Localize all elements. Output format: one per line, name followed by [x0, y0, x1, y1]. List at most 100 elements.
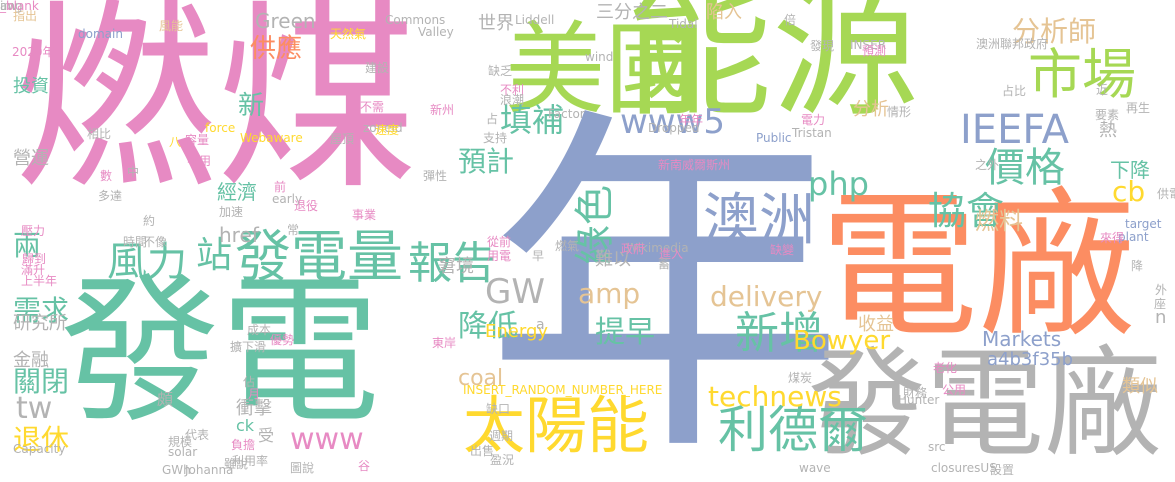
cloud-word: 圖說 — [290, 461, 315, 475]
cloud-word: Tidal — [669, 17, 698, 31]
cloud-word: 分析師 — [1012, 15, 1097, 48]
cloud-word: 再生 — [1126, 101, 1151, 115]
cloud-word: 利德爾 — [718, 401, 868, 459]
cloud-word: 缺口 — [486, 402, 511, 416]
cloud-word: target — [1125, 217, 1162, 231]
cloud-word: delivery — [710, 280, 823, 313]
cloud-word: 經濟 — [217, 180, 257, 204]
cloud-word: INSER — [850, 38, 887, 52]
cloud-word: domain — [78, 27, 123, 41]
cloud-word: Capacity — [13, 442, 66, 456]
cloud-word: 月 — [248, 387, 261, 401]
cloud-word: 雖說 — [224, 457, 249, 471]
cloud-word: Tristan — [792, 126, 832, 140]
cloud-word: 預計 — [458, 145, 515, 178]
cloud-word: 下降 — [1110, 158, 1150, 182]
cloud-word: 難以 — [595, 249, 631, 270]
cloud-word: Bowyer — [793, 326, 891, 356]
cloud-word: 提早 — [595, 315, 655, 350]
cloud-word: 頗 — [157, 390, 174, 409]
cloud-word: 燃煤 — [14, 0, 418, 217]
cloud-word: 不像 — [143, 235, 168, 249]
cloud-word: 太陽能 — [463, 389, 650, 462]
cloud-word: 容量 — [185, 133, 210, 147]
cloud-word: 相比 — [87, 127, 112, 141]
cloud-word: 需求 — [13, 294, 70, 327]
cloud-word: 座 — [1154, 297, 1167, 311]
cloud-word: 新州 — [430, 103, 455, 117]
cloud-word: src — [928, 440, 946, 454]
cloud-word: img — [0, 0, 23, 13]
cloud-word: 降低 — [458, 309, 518, 344]
cloud-word: 研究所 — [13, 313, 67, 334]
cloud-word: 類似 — [1122, 376, 1158, 397]
cloud-word: INSERT_RANDOM_NUMBER_HERE — [463, 383, 663, 397]
cloud-word: 協會 — [928, 189, 1005, 233]
cloud-word: coal — [458, 366, 504, 391]
cloud-word: 外 — [1155, 283, 1168, 297]
cloud-word: Wikimedia — [626, 241, 689, 255]
cloud-word: 占比 — [1002, 84, 1027, 98]
cloud-word: aw — [0, 0, 18, 13]
cloud-word: 燃料 — [975, 207, 1023, 235]
cloud-word: force — [205, 121, 236, 135]
cloud-word: Factor — [548, 107, 585, 121]
cloud-word: 投資 — [13, 76, 49, 97]
cloud-word: 風能 — [159, 19, 184, 33]
cloud-word: 倍 — [784, 13, 797, 27]
cloud-word: 八 — [169, 135, 182, 149]
cloud-word: 缺變 — [770, 243, 795, 257]
cloud-word: 金融 — [13, 350, 49, 371]
cloud-word: 滿升 — [21, 263, 46, 277]
cloud-word: 負擔 — [231, 438, 256, 452]
cloud-word: 用電 — [487, 249, 512, 263]
cloud-word: 歸到 — [22, 252, 47, 266]
cloud-word: 供電 — [1157, 187, 1175, 201]
cloud-word: 發現 — [810, 39, 835, 53]
cloud-word: Liddell — [515, 13, 555, 27]
cloud-word: _blank — [0, 0, 39, 13]
cloud-word: 多達 — [98, 189, 123, 203]
cloud-word: 占 — [486, 112, 499, 126]
cloud-word: 蓄 — [658, 257, 671, 271]
cloud-word: amp — [578, 277, 641, 310]
cloud-word: 建設 — [365, 61, 390, 75]
cloud-word: n — [1155, 307, 1167, 328]
cloud-word: 優勢 — [270, 333, 295, 347]
cloud-word: 來得 — [1100, 231, 1125, 245]
cloud-word: 衝擊 — [236, 398, 272, 419]
cloud-word: 澳洲 — [703, 188, 815, 253]
cloud-word: 發電廠 — [808, 335, 1163, 473]
cloud-word: 彈性 — [423, 169, 448, 183]
cloud-word: 數 — [100, 169, 113, 183]
cloud-word: 發電量 — [235, 225, 403, 290]
cloud-word: 近 — [1096, 83, 1109, 97]
cloud-word: 世界 — [478, 13, 514, 34]
cloud-word: 降 — [1131, 259, 1144, 273]
cloud-word: wave — [799, 461, 831, 475]
cloud-word: 財務 — [903, 386, 928, 400]
cloud-word: 要素 — [1095, 108, 1120, 122]
cloud-word: 常 — [287, 223, 300, 237]
cloud-word: 約 — [143, 214, 156, 228]
cloud-word: 屋頂 — [330, 132, 355, 146]
cloud-word: 新南威爾斯州 — [658, 158, 731, 172]
cloud-word: Energy — [485, 321, 549, 342]
cloud-word: IEEFA — [960, 107, 1070, 153]
cloud-word: Johanna — [185, 463, 234, 477]
cloud-word: 2020年 — [12, 45, 55, 59]
cloud-word: 不需 — [360, 100, 385, 114]
cloud-word: www5 — [620, 102, 726, 142]
cloud-word: 佔 — [243, 375, 256, 389]
cloud-word: Commons — [385, 13, 446, 27]
cloud-word: 指出 — [13, 9, 38, 23]
cloud-word: early — [272, 192, 303, 206]
cloud-word: 年年 — [679, 113, 704, 127]
cloud-word: 關閉 — [13, 365, 70, 398]
cloud-word: 週期 — [489, 429, 514, 443]
cloud-word: 電力 — [801, 113, 826, 127]
cloud-word: a — [536, 317, 545, 333]
cloud-word: 支持 — [483, 131, 508, 145]
cloud-word: 天然氣 — [330, 27, 367, 41]
